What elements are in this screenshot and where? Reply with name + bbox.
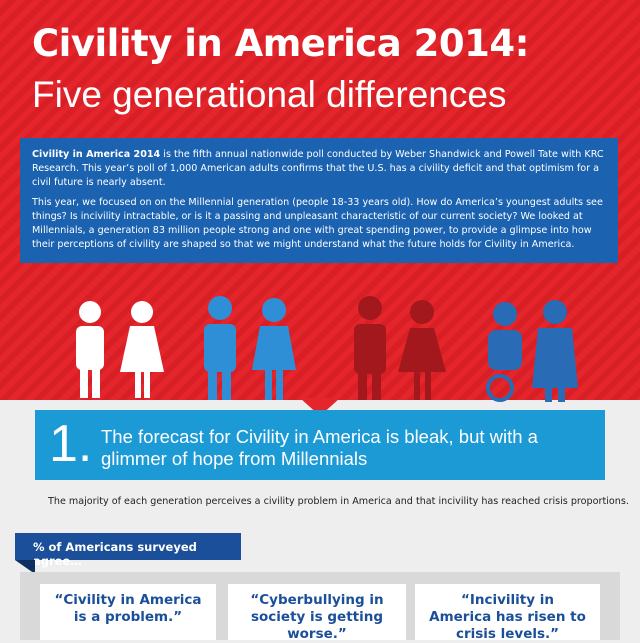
- intro-text: is the fifth annual nationwide poll cond…: [32, 149, 604, 188]
- generation-figures: [76, 296, 578, 402]
- quote-card: “Incivility in America has risen to cris…: [415, 584, 600, 642]
- section-banner: 1. The forecast for Civility in America …: [35, 410, 605, 480]
- intro-box: Civility in America 2014 is the fifth an…: [20, 138, 618, 263]
- quote-card: “Civility in America is a problem.”: [40, 584, 216, 640]
- tag-fold: [15, 560, 35, 574]
- title: Civility in America 2014:: [32, 22, 529, 65]
- section-number: 1.: [49, 415, 93, 473]
- subtitle: Five generational differences: [32, 74, 507, 115]
- intro-lead: Civility in America 2014: [32, 149, 161, 160]
- intro-paragraph: Civility in America 2014 is the fifth an…: [32, 148, 606, 190]
- section-description: The majority of each generation perceive…: [48, 496, 629, 507]
- pointer: [300, 398, 340, 416]
- intro-paragraph: This year, we focused on on the Millenni…: [32, 197, 603, 250]
- tag: % of Americans surveyed agree…: [15, 533, 241, 568]
- quote-card: “Cyberbullying in society is getting wor…: [228, 584, 406, 642]
- section-heading: The forecast for Civility in America is …: [101, 426, 538, 469]
